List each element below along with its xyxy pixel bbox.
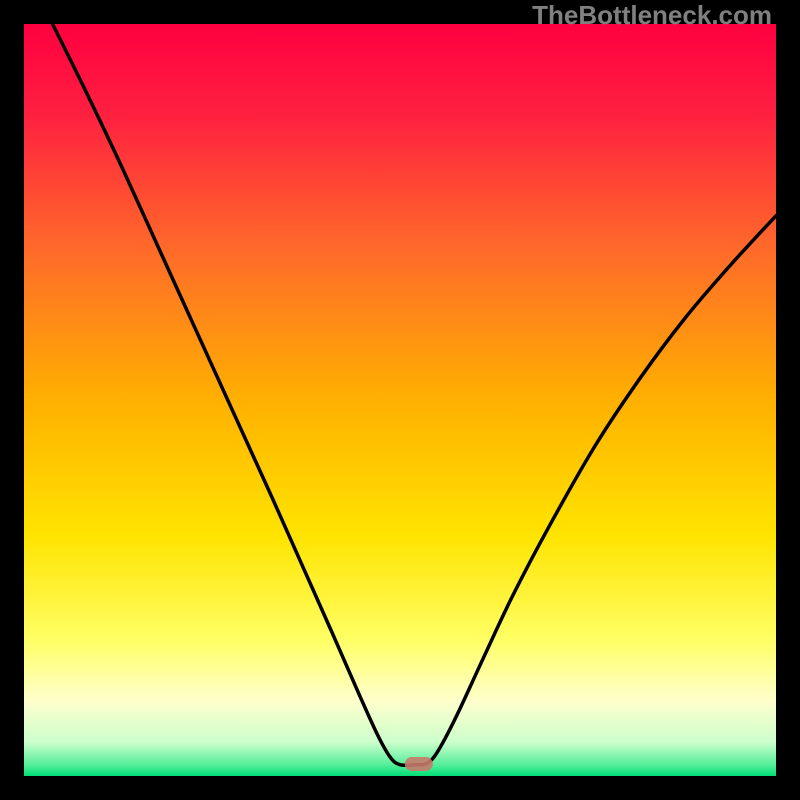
bottleneck-chart: TheBottleneck.com bbox=[0, 0, 800, 800]
optimal-marker bbox=[405, 757, 433, 771]
plot-svg bbox=[24, 24, 776, 776]
bottleneck-curve bbox=[53, 24, 776, 765]
watermark-text: TheBottleneck.com bbox=[532, 0, 772, 31]
plot-area bbox=[24, 24, 776, 776]
